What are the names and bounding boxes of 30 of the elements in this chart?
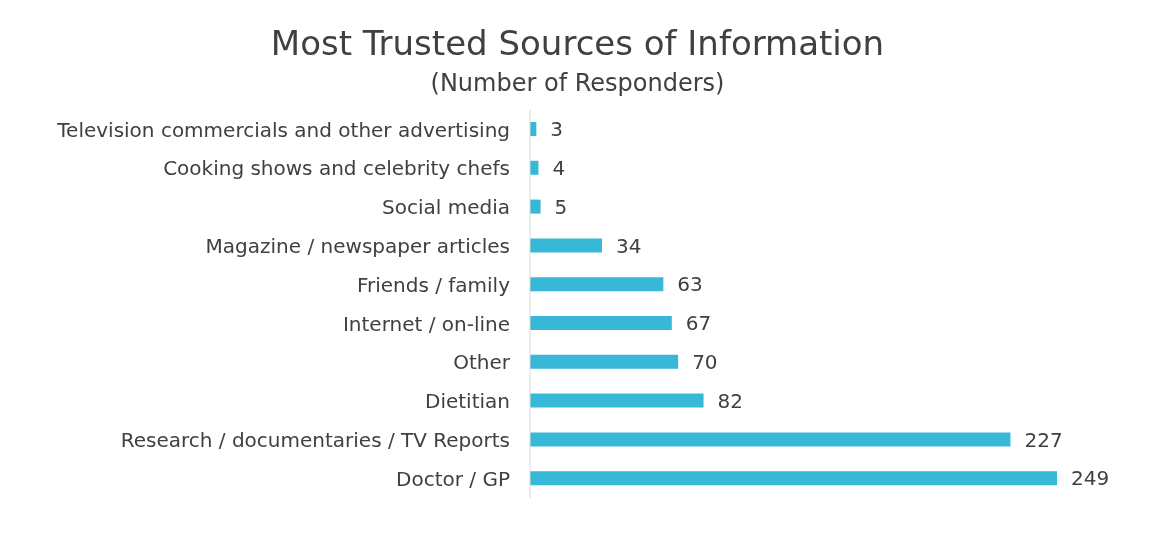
chart-subtitle: (Number of Responders) (429, 68, 726, 98)
bar (530, 393, 704, 408)
data-label: 70 (692, 349, 718, 374)
bar (530, 199, 541, 214)
y-tick-label: Research / documentaries / TV Reports (120, 427, 510, 452)
y-tick-label: Other (453, 350, 511, 375)
data-label: 82 (717, 388, 743, 413)
chart-title: Most Trusted Sources of Information (269, 22, 886, 64)
data-label: 63 (677, 272, 703, 297)
y-tick-label: Social media (382, 195, 510, 220)
y-tick-label: Friends / family (356, 272, 511, 297)
bar (530, 316, 672, 330)
bar (530, 354, 679, 369)
data-label: 3 (550, 117, 564, 142)
y-tick-label: Dietitian (425, 389, 510, 414)
y-tick-label: Magazine / newspaper articles (205, 233, 510, 258)
data-label: 249 (1071, 466, 1110, 491)
bar (530, 471, 1057, 486)
bar (530, 432, 1011, 447)
data-label: 34 (615, 233, 642, 258)
data-label: 4 (552, 155, 566, 180)
bar (530, 238, 602, 253)
bar (530, 277, 664, 292)
y-tick-label: Internet / on-line (342, 311, 510, 336)
y-tick-label: Cooking shows and celebrity chefs (163, 156, 510, 181)
data-label: 67 (685, 311, 712, 336)
data-label: 5 (554, 194, 568, 219)
data-label: 227 (1024, 427, 1063, 452)
y-tick-label: Television commercials and other advertising (56, 117, 510, 142)
y-tick-label: Doctor / GP (396, 466, 510, 491)
